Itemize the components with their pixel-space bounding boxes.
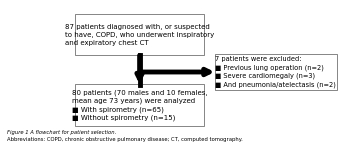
FancyBboxPatch shape — [75, 84, 204, 126]
Text: Abbreviations: COPD, chronic obstructive pulmonary disease; CT, computed tomogra: Abbreviations: COPD, chronic obstructive… — [7, 137, 243, 142]
FancyBboxPatch shape — [75, 14, 204, 55]
Text: 87 patients diagnosed with, or suspected
to have, COPD, who underwent inspirator: 87 patients diagnosed with, or suspected… — [65, 24, 214, 46]
FancyBboxPatch shape — [215, 54, 337, 90]
Text: Figure 1 A flowchart for patient selection.: Figure 1 A flowchart for patient selecti… — [7, 130, 116, 135]
Text: 7 patients were excluded:
■ Previous lung operation (n=2)
■ Severe cardiomegaly : 7 patients were excluded: ■ Previous lun… — [215, 56, 336, 88]
Text: 80 patients (70 males and 10 females,
mean age 73 years) were analyzed
■ With sp: 80 patients (70 males and 10 females, me… — [72, 89, 207, 121]
